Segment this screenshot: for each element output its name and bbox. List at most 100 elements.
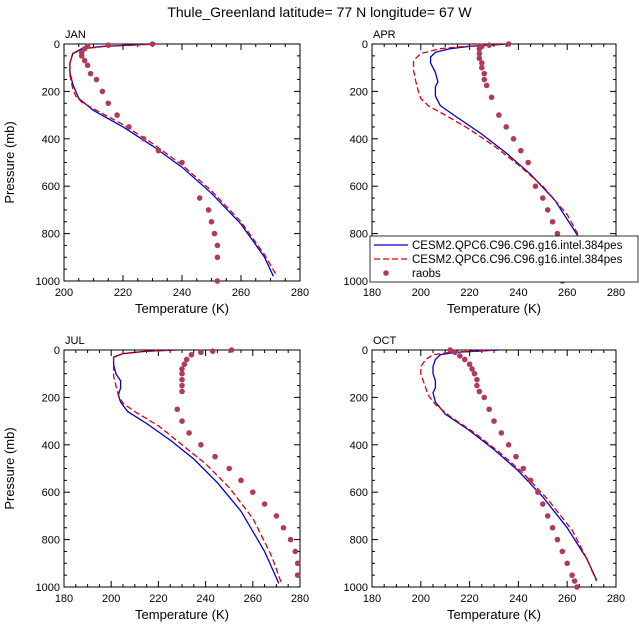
raobs-point (488, 94, 495, 101)
x-axis-label: Temperature (K) (135, 301, 229, 316)
x-tick-label: 180 (363, 593, 381, 605)
raobs-point (186, 430, 192, 436)
x-tick-label: 240 (509, 287, 527, 299)
raobs-point (228, 347, 235, 353)
raobs-point (78, 53, 85, 59)
raobs-point (457, 353, 463, 359)
raobs-point (198, 442, 204, 448)
x-tick-label: 180 (363, 287, 381, 299)
y-tick-label: 600 (350, 487, 368, 499)
x-tick-label: 200 (55, 287, 73, 299)
raobs-point (208, 218, 215, 225)
raobs-point (471, 370, 478, 377)
raobs-point (540, 501, 546, 507)
panel-label: APR (373, 29, 396, 41)
x-tick-label: 220 (149, 593, 167, 605)
x-tick-label: 200 (412, 593, 430, 605)
raobs-point (205, 207, 212, 213)
y-tick-label: 0 (362, 39, 368, 51)
raobs-point (479, 60, 485, 66)
raobs-point (479, 64, 485, 71)
panel-label: OCT (373, 335, 397, 347)
raobs-point (486, 406, 492, 413)
x-axis-label: Temperature (K) (447, 607, 541, 622)
raobs-point (544, 207, 551, 213)
y-tick-label: 200 (350, 392, 368, 404)
raobs-point (525, 159, 531, 166)
raobs-point (520, 465, 527, 472)
raobs-point (174, 406, 181, 413)
raobs-point (476, 388, 483, 395)
raobs-point (188, 351, 195, 358)
raobs-point (287, 536, 294, 543)
panel-jul: JUL 180 200 220 240 260 280 0 200 400 600 800 1000 Te… (2, 335, 309, 622)
raobs-point (273, 513, 280, 519)
y-tick-label: 200 (42, 392, 60, 404)
raobs-point (280, 524, 287, 531)
y-tick-label: 600 (42, 181, 60, 193)
raobs-point (212, 453, 218, 460)
y-tick-label: 1000 (36, 276, 60, 288)
raobs-point (554, 536, 561, 543)
y-tick-label: 800 (42, 535, 60, 547)
raobs-point (179, 159, 185, 166)
y-tick-label: 400 (350, 134, 368, 146)
raobs-point (84, 62, 91, 69)
raobs-point (452, 349, 458, 356)
raobs-point (198, 349, 204, 356)
legend-marker-dot (383, 270, 389, 276)
raobs-point (214, 254, 221, 261)
series-line-dashed (112, 350, 282, 583)
raobs-point (476, 50, 483, 57)
raobs-point (518, 147, 524, 154)
raobs-point (294, 560, 301, 567)
raobs-point (505, 442, 512, 448)
y-tick-label: 200 (350, 86, 368, 98)
y-tick-label: 200 (42, 86, 60, 98)
raobs-point (476, 55, 483, 62)
raobs-point (211, 230, 218, 237)
x-tick-label: 220 (460, 287, 478, 299)
x-tick-label: 240 (509, 593, 527, 605)
x-tick-label: 180 (55, 593, 73, 605)
raobs-point (238, 477, 244, 484)
raobs-point (179, 370, 185, 377)
raobs-point (105, 100, 112, 107)
series-line-solid (429, 44, 598, 279)
raobs-point (481, 70, 488, 77)
raobs-point (179, 418, 185, 424)
raobs-point (226, 465, 232, 472)
raobs-point (196, 195, 203, 201)
legend-label: CESM2.QPC6.C96.C96.g16.intel.384pes (412, 240, 623, 252)
y-tick-label: 600 (350, 181, 368, 193)
x-tick-label: 280 (607, 593, 625, 605)
raobs-point (105, 42, 112, 48)
raobs-point (491, 418, 497, 424)
x-tick-label: 260 (244, 593, 262, 605)
raobs-point (99, 88, 106, 95)
raobs-point (571, 578, 578, 584)
raobs-point (114, 112, 120, 118)
raobs-point (498, 430, 505, 436)
x-tick-label: 260 (232, 287, 250, 299)
x-tick-label: 220 (460, 593, 478, 605)
series-line-solid (69, 44, 274, 277)
raobs-point (532, 183, 539, 189)
panel-label: JAN (65, 29, 86, 41)
raobs-point (483, 82, 490, 89)
y-tick-label: 0 (54, 345, 60, 357)
series-line-dashed (420, 350, 598, 582)
raobs-point (549, 218, 556, 225)
y-tick-label: 800 (350, 535, 368, 547)
y-tick-label: 1000 (344, 582, 368, 594)
raobs-point (569, 572, 575, 578)
y-tick-label: 400 (42, 134, 60, 146)
raobs-point (496, 112, 502, 118)
x-tick-label: 280 (291, 287, 309, 299)
raobs-point (481, 394, 488, 401)
raobs-point (261, 501, 268, 507)
raobs-point (474, 376, 480, 383)
y-tick-label: 1000 (36, 582, 60, 594)
y-axis-label: Pressure (mb) (2, 121, 17, 203)
series-raobs (78, 41, 221, 284)
